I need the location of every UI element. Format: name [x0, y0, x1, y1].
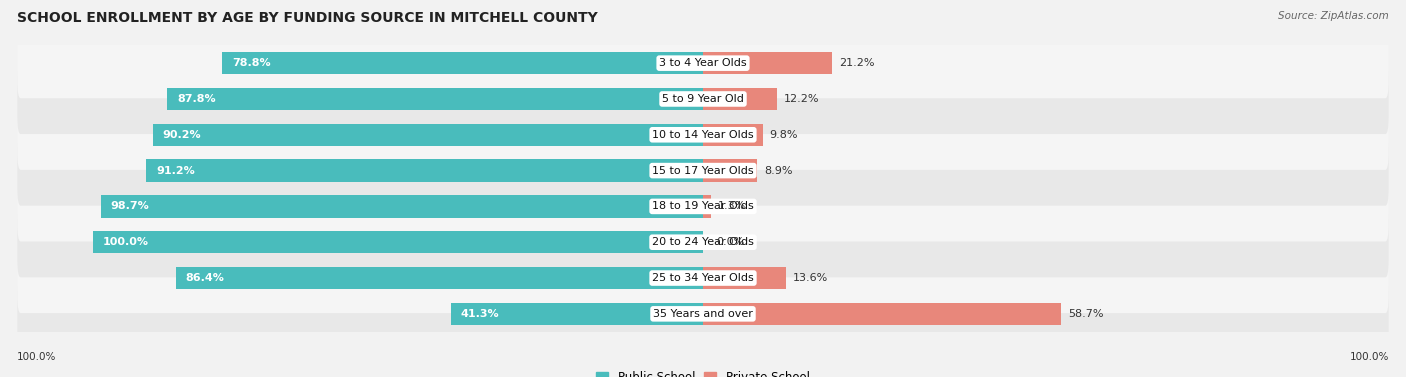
Text: 12.2%: 12.2% — [785, 94, 820, 104]
Bar — [101, 195, 703, 218]
Bar — [703, 303, 1062, 325]
Text: 13.6%: 13.6% — [793, 273, 828, 283]
Text: 5 to 9 Year Old: 5 to 9 Year Old — [662, 94, 744, 104]
Bar — [176, 267, 703, 289]
Text: 15 to 17 Year Olds: 15 to 17 Year Olds — [652, 166, 754, 176]
Bar — [93, 231, 703, 253]
Text: 1.3%: 1.3% — [717, 201, 745, 211]
FancyBboxPatch shape — [17, 135, 1389, 206]
Bar — [703, 52, 832, 74]
Bar — [703, 124, 763, 146]
Bar — [703, 88, 778, 110]
Text: 35 Years and over: 35 Years and over — [652, 309, 754, 319]
Text: 87.8%: 87.8% — [177, 94, 215, 104]
Bar — [153, 124, 703, 146]
Text: 3 to 4 Year Olds: 3 to 4 Year Olds — [659, 58, 747, 68]
Bar — [703, 195, 711, 218]
Text: Source: ZipAtlas.com: Source: ZipAtlas.com — [1278, 11, 1389, 21]
Text: 91.2%: 91.2% — [156, 166, 195, 176]
Text: 10 to 14 Year Olds: 10 to 14 Year Olds — [652, 130, 754, 140]
FancyBboxPatch shape — [17, 243, 1389, 313]
Bar — [146, 159, 703, 182]
Text: 41.3%: 41.3% — [461, 309, 499, 319]
Text: 9.8%: 9.8% — [769, 130, 797, 140]
Bar — [703, 159, 758, 182]
Text: 100.0%: 100.0% — [1350, 352, 1389, 362]
Text: 100.0%: 100.0% — [103, 237, 149, 247]
Bar — [451, 303, 703, 325]
Text: 0.0%: 0.0% — [716, 237, 744, 247]
FancyBboxPatch shape — [17, 100, 1389, 170]
FancyBboxPatch shape — [17, 171, 1389, 242]
Text: 20 to 24 Year Olds: 20 to 24 Year Olds — [652, 237, 754, 247]
Text: 8.9%: 8.9% — [763, 166, 793, 176]
FancyBboxPatch shape — [17, 207, 1389, 277]
Bar — [703, 267, 786, 289]
Bar — [167, 88, 703, 110]
Text: 25 to 34 Year Olds: 25 to 34 Year Olds — [652, 273, 754, 283]
Legend: Public School, Private School: Public School, Private School — [592, 366, 814, 377]
FancyBboxPatch shape — [17, 279, 1389, 349]
Text: 90.2%: 90.2% — [163, 130, 201, 140]
Text: 18 to 19 Year Olds: 18 to 19 Year Olds — [652, 201, 754, 211]
Text: 58.7%: 58.7% — [1067, 309, 1104, 319]
Text: 100.0%: 100.0% — [17, 352, 56, 362]
Text: 78.8%: 78.8% — [232, 58, 270, 68]
Text: 21.2%: 21.2% — [839, 58, 875, 68]
Text: 98.7%: 98.7% — [111, 201, 149, 211]
Bar — [222, 52, 703, 74]
FancyBboxPatch shape — [17, 28, 1389, 98]
FancyBboxPatch shape — [17, 64, 1389, 134]
Text: 86.4%: 86.4% — [186, 273, 225, 283]
Text: SCHOOL ENROLLMENT BY AGE BY FUNDING SOURCE IN MITCHELL COUNTY: SCHOOL ENROLLMENT BY AGE BY FUNDING SOUR… — [17, 11, 598, 25]
